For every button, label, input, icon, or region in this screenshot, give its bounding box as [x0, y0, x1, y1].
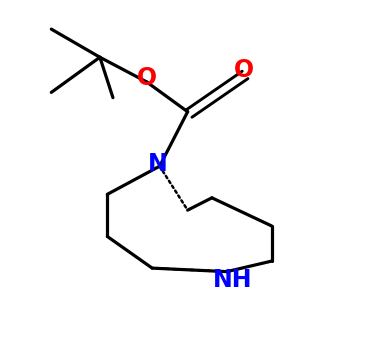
Text: O: O [233, 57, 254, 81]
Text: O: O [136, 66, 157, 90]
Text: NH: NH [213, 268, 252, 292]
Text: N: N [148, 152, 168, 176]
